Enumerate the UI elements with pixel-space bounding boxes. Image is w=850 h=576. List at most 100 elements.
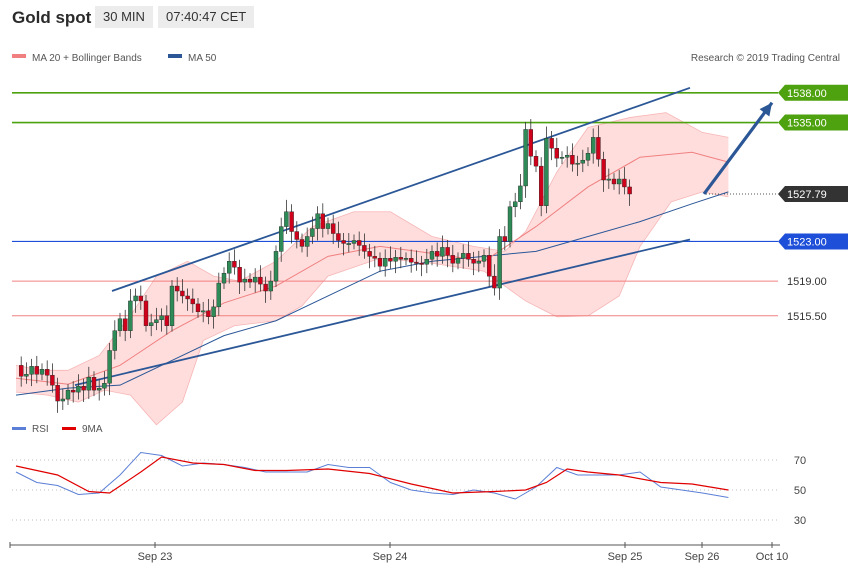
candle-body (606, 178, 611, 181)
candle (315, 206, 320, 241)
candle (294, 221, 299, 249)
candle-body (393, 257, 398, 262)
rsi-tick-label: 30 (794, 515, 806, 527)
candle-body (180, 290, 185, 297)
candle (565, 146, 570, 168)
level-tag-1515-50: 1515.50 (778, 307, 848, 324)
level-tag-label: 1538.00 (787, 88, 827, 100)
candle-body (372, 256, 377, 259)
candle-body (237, 267, 242, 283)
candle (357, 231, 362, 256)
candle-body (554, 148, 559, 159)
price-legend: MA 20 + Bollinger Bands MA 50 Research ©… (12, 53, 840, 64)
candle (128, 289, 133, 339)
candle (336, 221, 341, 248)
candle-body (289, 211, 294, 232)
candle-body (502, 236, 507, 242)
candle (325, 217, 331, 235)
candle (195, 297, 201, 318)
candle (403, 252, 409, 266)
candle-body (461, 253, 466, 259)
candle (268, 270, 273, 300)
candle-body (315, 213, 320, 229)
candle-body (377, 258, 383, 267)
candle-body (585, 153, 591, 161)
candle-body (299, 239, 305, 247)
candle (367, 243, 372, 269)
candle (273, 245, 279, 288)
copyright-text: Research © 2019 Trading Central (691, 53, 840, 64)
ma50-legend-label: MA 50 (188, 53, 217, 64)
candle-body (310, 228, 315, 237)
ma20-line (15, 151, 729, 385)
candle (466, 241, 471, 267)
candle (133, 288, 138, 313)
candle-body (627, 186, 632, 195)
candle-body (362, 245, 367, 252)
candle-body (60, 398, 65, 402)
candle-body (518, 185, 523, 203)
candle (450, 244, 455, 273)
timeframe-badge[interactable]: 30 MIN (95, 6, 153, 28)
candle (445, 239, 450, 268)
candle (513, 192, 518, 218)
candle (154, 307, 159, 331)
candle (393, 249, 398, 274)
level-tag-1519-00: 1519.00 (778, 273, 848, 290)
candle (289, 204, 294, 244)
candle (34, 355, 39, 384)
candle (481, 249, 487, 268)
candle (409, 249, 414, 273)
candle (471, 251, 476, 276)
candle (232, 249, 237, 275)
candle (164, 305, 170, 335)
candle (65, 384, 71, 405)
candle (200, 301, 206, 323)
candle-body (419, 263, 424, 265)
candle (45, 360, 50, 386)
candle (242, 268, 248, 292)
candle (611, 173, 617, 190)
candle-body (294, 231, 299, 240)
level-tag-label: 1519.00 (787, 276, 827, 288)
candle-body (169, 285, 175, 326)
candle-body (320, 213, 325, 229)
candle-body (247, 278, 253, 283)
projection-arrow-head (759, 102, 772, 117)
candle-body (549, 138, 554, 149)
candle (138, 285, 144, 310)
candle-body (268, 280, 273, 292)
time-axis-label: Sep 24 (373, 551, 408, 563)
candle (216, 272, 222, 316)
candle (487, 246, 492, 287)
candle-body (481, 255, 487, 262)
candle-body (284, 211, 289, 227)
candle (206, 298, 211, 325)
candle-body (65, 389, 71, 400)
candle-body (216, 282, 222, 308)
candle-body (76, 385, 81, 393)
candle-body (185, 295, 190, 300)
candle (148, 313, 154, 337)
candle-body (195, 303, 201, 313)
candle-body (39, 369, 45, 375)
candle (606, 168, 611, 189)
candle (96, 379, 102, 401)
candle (476, 250, 481, 273)
candle (559, 151, 565, 165)
candle-body (258, 276, 263, 285)
candle (346, 233, 351, 253)
candle-body (357, 240, 362, 246)
candle (252, 268, 258, 293)
candle-body (107, 350, 112, 384)
rsi-panel: 30 50 70 (12, 451, 806, 527)
level-tag-bg (778, 84, 848, 101)
candle (159, 308, 164, 332)
candle-body (591, 137, 596, 154)
instrument-title: Gold spot (12, 8, 92, 27)
level-tag-1523-00: 1523.00 (778, 233, 848, 250)
candle-body (409, 258, 414, 263)
candle (174, 277, 180, 302)
candle-body (200, 310, 206, 313)
candle-body (252, 276, 258, 283)
